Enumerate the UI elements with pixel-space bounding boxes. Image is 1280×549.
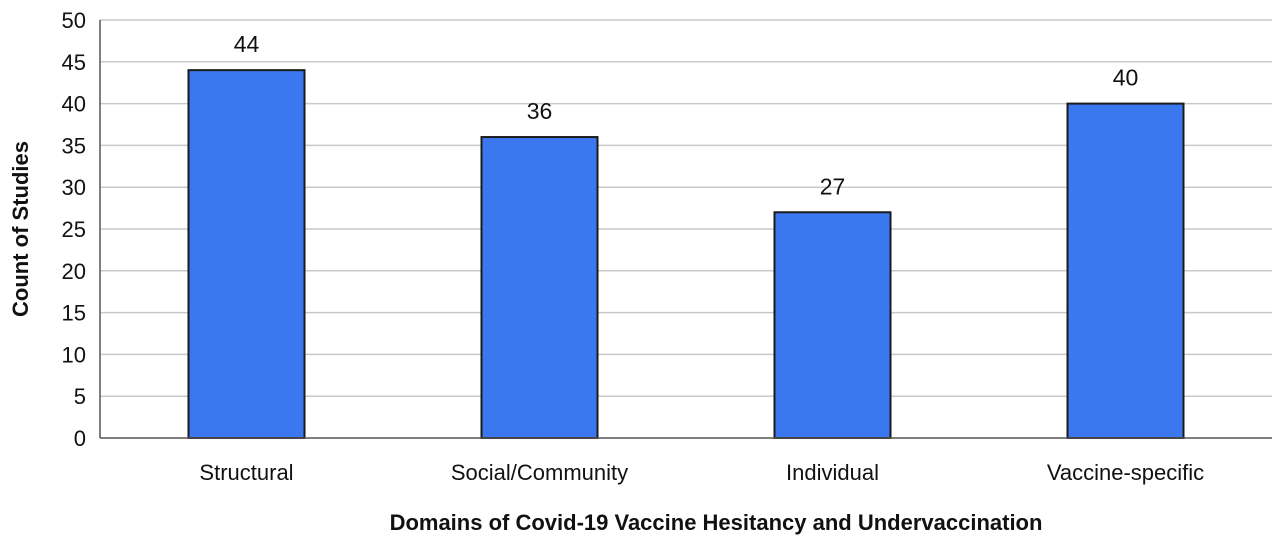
y-tick-label: 5 bbox=[74, 384, 86, 409]
y-tick-label: 25 bbox=[62, 217, 86, 242]
bar bbox=[480, 136, 599, 439]
x-tick-label: Social/Community bbox=[451, 460, 628, 485]
y-tick-label: 15 bbox=[62, 301, 86, 326]
data-label: 27 bbox=[820, 173, 846, 199]
y-tick-labels: 0 5 10 15 20 25 30 35 40 45 50 bbox=[62, 8, 86, 451]
x-axis-title: Domains of Covid-19 Vaccine Hesitancy an… bbox=[390, 510, 1043, 535]
y-tick-label: 10 bbox=[62, 342, 86, 367]
axes bbox=[99, 20, 1272, 439]
x-tick-label: Structural bbox=[199, 460, 293, 485]
x-tick-labels: Structural Social/Community Individual Vacc… bbox=[199, 460, 1204, 485]
bar bbox=[1066, 102, 1185, 439]
x-tick-label: Vaccine-specific bbox=[1047, 460, 1204, 485]
y-tick-label: 50 bbox=[62, 8, 86, 33]
y-tick-label: 45 bbox=[62, 50, 86, 75]
bars bbox=[187, 69, 1185, 439]
y-tick-label: 30 bbox=[62, 175, 86, 200]
x-tick-label: Individual bbox=[786, 460, 879, 485]
data-labels: 44 36 27 40 bbox=[234, 31, 1139, 199]
y-axis-title: Count of Studies bbox=[8, 141, 33, 317]
data-label: 36 bbox=[527, 98, 553, 124]
bar bbox=[187, 69, 306, 439]
data-label: 44 bbox=[234, 31, 260, 57]
y-tick-label: 40 bbox=[62, 92, 86, 117]
y-tick-label: 0 bbox=[74, 426, 86, 451]
bar bbox=[773, 211, 892, 439]
data-label: 40 bbox=[1113, 65, 1139, 91]
y-tick-label: 20 bbox=[62, 259, 86, 284]
y-tick-label: 35 bbox=[62, 133, 86, 158]
